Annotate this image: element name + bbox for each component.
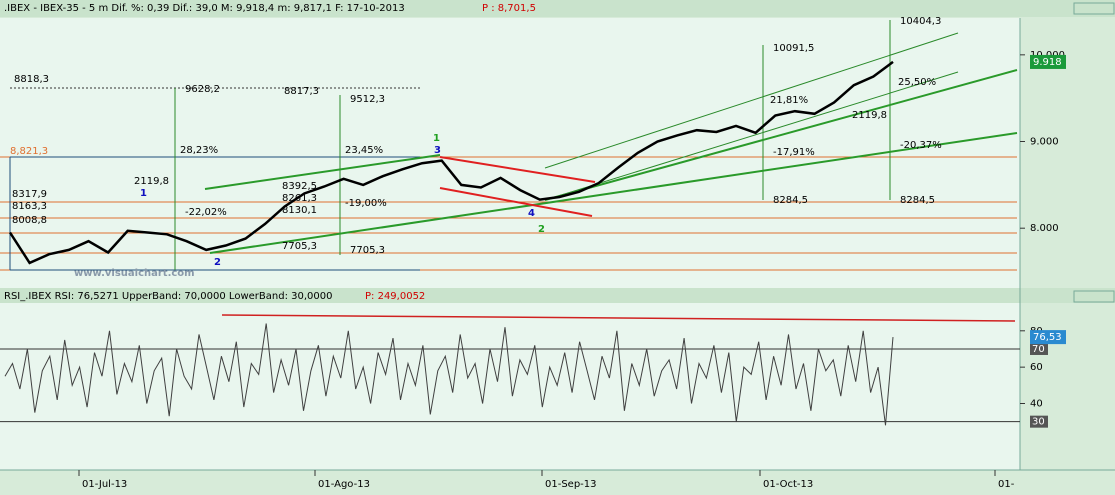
annotation: 21,81%	[770, 95, 808, 106]
header-p: P : 8,701,5	[482, 3, 536, 14]
band-label: 30	[1032, 417, 1045, 428]
band-box	[1030, 342, 1048, 355]
annotation: 2	[214, 257, 221, 268]
last-value-label: 76,53	[1033, 332, 1062, 343]
header-bar	[0, 0, 1115, 17]
annotation: 9512,3	[350, 94, 385, 105]
annotation: 23,45%	[345, 145, 383, 156]
x-tick-label: 01-Sep-13	[545, 479, 597, 490]
window-buttons[interactable]	[1073, 2, 1115, 15]
y-tick-label: 8.000	[1030, 223, 1059, 234]
annotation: -17,91%	[773, 147, 815, 158]
annotation: 2119,8	[134, 176, 169, 187]
rsi-header-bar	[0, 288, 1115, 303]
series-line	[4, 323, 894, 426]
annotation: 1	[433, 133, 440, 144]
price-panel	[0, 18, 1020, 288]
annotation: 8284,5	[773, 195, 808, 206]
annotation: 8317,9	[12, 189, 47, 200]
annotation: 7705,3	[282, 241, 317, 252]
annotation: 8392,5	[282, 181, 317, 192]
annotation: 8818,3	[14, 74, 49, 85]
annotation: -19,00%	[345, 198, 387, 209]
annotation: 8284,5	[900, 195, 935, 206]
window-buttons[interactable]	[1073, 290, 1115, 303]
x-tick-label: 01-Jul-13	[82, 479, 127, 490]
annotation: -20,37%	[900, 140, 942, 151]
last-value-label: 9.918	[1033, 57, 1062, 68]
annotation: 8261,3	[282, 193, 317, 204]
annotation: 10091,5	[773, 43, 814, 54]
rsi-header: RSI_.IBEX RSI: 76,5271 UpperBand: 70,000…	[4, 291, 332, 302]
band-box	[1030, 415, 1048, 428]
annotation: www.visualchart.com	[74, 268, 195, 279]
annotation: 7705,3	[350, 245, 385, 256]
annotation: 9628,2	[185, 84, 220, 95]
annotation: 28,23%	[180, 145, 218, 156]
annotation: 8817,3	[284, 86, 319, 97]
series-line	[8, 60, 894, 265]
annotation: 25,50%	[898, 77, 936, 88]
last-value-box	[1030, 54, 1066, 69]
rsi-p: P: 249,0052	[365, 291, 425, 302]
rsi-panel	[0, 303, 1020, 470]
annotation: 8130,1	[282, 205, 317, 216]
drawings	[0, 20, 1018, 322]
annotation: 8163,3	[12, 201, 47, 212]
x-tick-label: 01-Oct-13	[763, 479, 813, 490]
y-tick-label: 9.000	[1030, 137, 1059, 148]
x-tick-label: 01-Ago-13	[318, 479, 370, 490]
annotation: -22,02%	[185, 207, 227, 218]
last-value-box	[1030, 330, 1066, 345]
annotation: 4	[528, 208, 535, 219]
header-text: .IBEX - IBEX-35 - 5 m Dif. %: 0,39 Dif.:…	[4, 3, 405, 14]
annotation: 2119,8	[852, 110, 887, 121]
annotation: 1	[140, 188, 147, 199]
annotation: 10404,3	[900, 16, 941, 27]
annotation: 2	[538, 224, 545, 235]
annotation: 3	[434, 145, 441, 156]
y-tick-label: 60	[1030, 362, 1043, 373]
band-label: 70	[1032, 344, 1045, 355]
annotation: 8008,8	[12, 215, 47, 226]
y-tick-label: 40	[1030, 398, 1043, 409]
annotation: 8,821,3	[10, 146, 48, 157]
x-tick-label: 01-	[998, 479, 1015, 490]
